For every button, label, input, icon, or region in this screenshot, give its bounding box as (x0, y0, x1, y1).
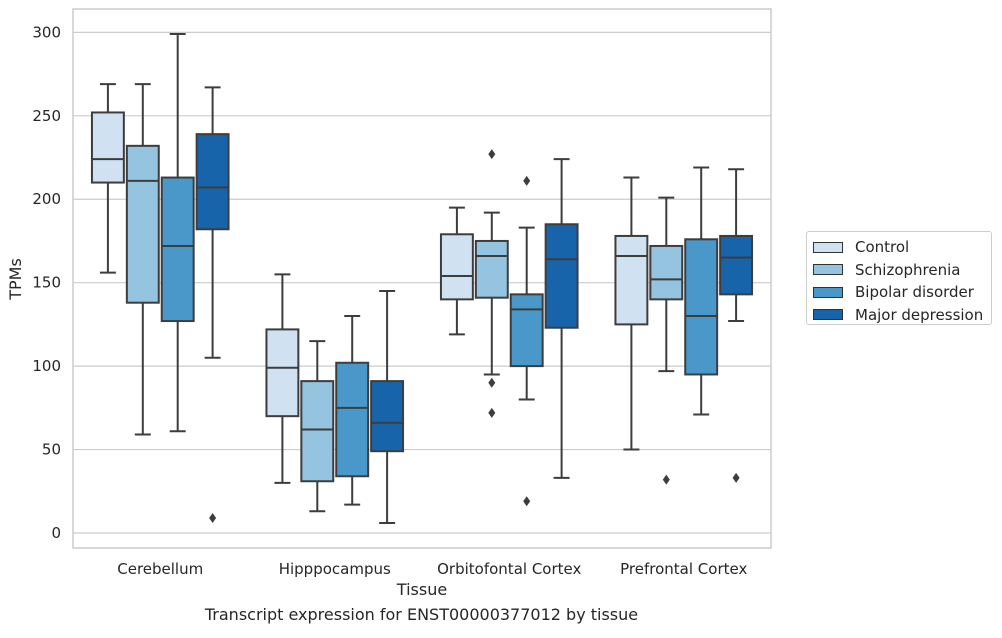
box-body (684, 238, 719, 376)
outlier-marker (209, 512, 217, 523)
box-schizophrenia-3 (474, 149, 509, 418)
box-body (195, 133, 230, 231)
y-tick-label-200: 200 (32, 190, 61, 208)
box-body (335, 361, 370, 478)
legend-label-control: Control (855, 238, 910, 257)
outlier-marker (662, 474, 670, 485)
y-tick-label-100: 100 (32, 357, 61, 375)
box-schizophrenia-2 (300, 340, 335, 513)
box-body (649, 244, 684, 301)
box-body (439, 233, 474, 301)
box-major-depression-4 (719, 168, 754, 483)
outlier-marker (523, 175, 531, 186)
box-body (544, 223, 579, 329)
box-body (614, 234, 649, 326)
x-axis-label: Tissue (396, 580, 447, 599)
outlier-marker (488, 407, 496, 418)
legend-item-bipolar-disorder: Bipolar disorder (813, 281, 991, 304)
x-tick-label-1: Cerebellum (117, 560, 203, 578)
legend-swatch-bipolar-disorder (813, 286, 843, 298)
x-tick-label-4: Prefrontal Cortex (620, 560, 747, 578)
legend-item-major-depression: Major depression (813, 304, 991, 327)
box-major-depression-2 (370, 290, 405, 524)
legend-label-schizophrenia: Schizophrenia (855, 260, 961, 279)
outlier-marker (523, 496, 531, 507)
y-axis-label: TPMs (6, 258, 25, 301)
box-body (160, 176, 195, 323)
x-tick-label-2: Hipppocampus (279, 560, 391, 578)
box-major-depression-3 (544, 158, 579, 479)
legend-item-schizophrenia: Schizophrenia (813, 259, 991, 282)
figure-caption: Transcript expression for ENST0000037701… (204, 605, 639, 624)
legend-item-control: Control (813, 236, 991, 259)
box-control-1 (90, 83, 125, 274)
plot-frame (72, 8, 772, 549)
outlier-marker (488, 377, 496, 388)
box-bipolar-disorder-3 (509, 175, 544, 507)
box-control-2 (265, 273, 300, 484)
box-schizophrenia-1 (125, 83, 160, 436)
outlier-marker (732, 472, 740, 483)
box-body (90, 111, 125, 184)
box-body (370, 380, 405, 453)
y-tick-label-50: 50 (42, 441, 61, 459)
box-control-3 (439, 206, 474, 336)
legend: Control Schizophrenia Bipolar disorder M… (806, 231, 992, 325)
y-tick-label-300: 300 (32, 23, 61, 41)
box-bipolar-disorder-1 (160, 33, 195, 433)
box-body (300, 380, 335, 483)
box-bipolar-disorder-4 (684, 166, 719, 416)
legend-swatch-schizophrenia (813, 264, 843, 276)
y-tick-label-150: 150 (32, 274, 61, 292)
box-bipolar-disorder-2 (335, 315, 370, 506)
box-major-depression-1 (195, 86, 230, 523)
box-body (509, 293, 544, 368)
box-body (719, 234, 754, 296)
box-control-4 (614, 176, 649, 451)
legend-label-bipolar-disorder: Bipolar disorder (855, 283, 974, 302)
y-tick-label-250: 250 (32, 107, 61, 125)
y-tick-label-0: 0 (51, 524, 61, 542)
legend-label-major-depression: Major depression (855, 305, 984, 324)
outlier-marker (488, 149, 496, 160)
x-tick-label-3: Orbitofontal Cortex (437, 560, 581, 578)
legend-swatch-control (813, 241, 843, 253)
box-body (125, 144, 160, 304)
box-body (265, 328, 300, 418)
box-body (474, 239, 509, 299)
box-schizophrenia-4 (649, 196, 684, 485)
legend-swatch-major-depression (813, 309, 843, 321)
